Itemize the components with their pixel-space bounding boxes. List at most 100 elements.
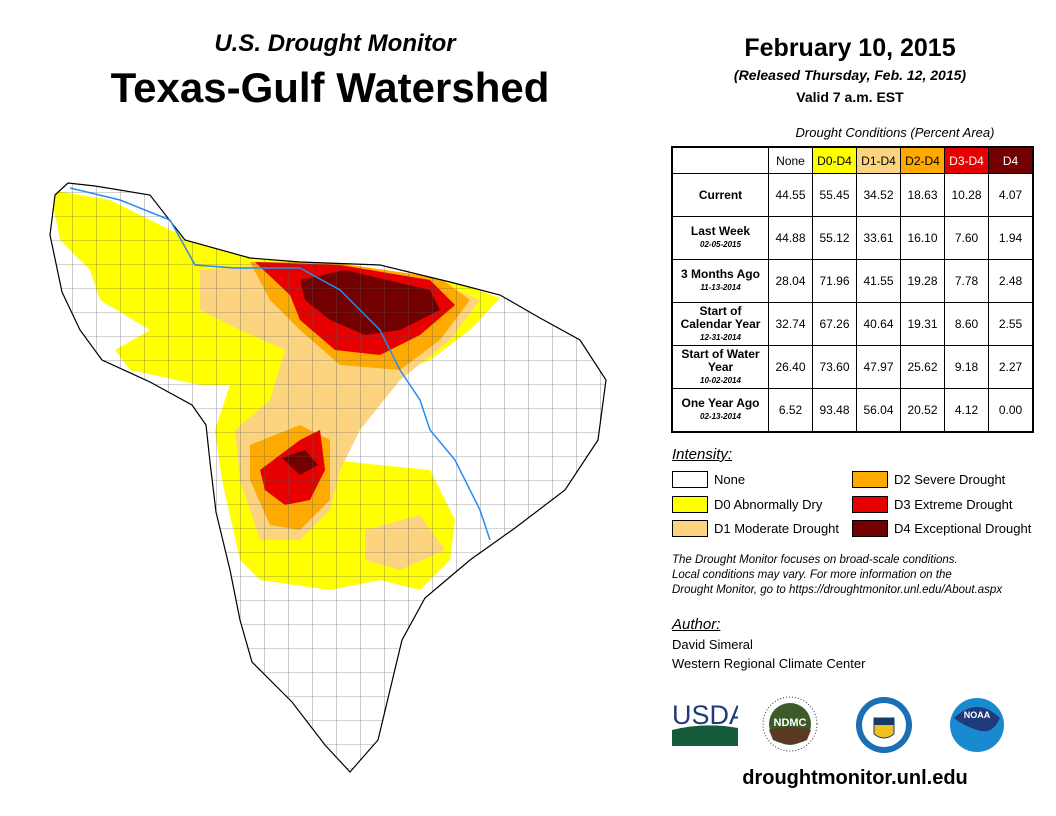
- row-label-text: 3 Months Ago: [681, 267, 760, 281]
- table-cell: 55.12: [812, 216, 857, 260]
- table-row: Last Week 02-05-2015 44.88 55.12 33.61 16.10 7…: [671, 216, 1034, 260]
- table-cell: 2.48: [988, 259, 1034, 303]
- note-line: The Drought Monitor focuses on broad-sca…: [672, 554, 958, 566]
- table-cell: 0.00: [988, 388, 1034, 433]
- legend-d0: D0 Abnormally Dry: [672, 496, 822, 513]
- release-date: (Released Thursday, Feb. 12, 2015): [733, 67, 967, 83]
- river-line: [69, 187, 491, 541]
- row-label: Start of Water Year 10-02-2014: [671, 345, 769, 389]
- table-cell: 1.94: [988, 216, 1034, 260]
- note-line: Drought Monitor, go to https://droughtmo…: [672, 584, 1003, 596]
- col-d1-d4: D1-D4: [856, 146, 901, 174]
- table-cell: 18.63: [900, 173, 945, 217]
- legend-label: D4 Exceptional Drought: [894, 521, 1032, 536]
- table-cell: 40.64: [856, 302, 901, 346]
- table-cell: 9.18: [944, 345, 989, 389]
- table-cell: 33.61: [856, 216, 901, 260]
- row-label: 3 Months Ago 11-13-2014: [671, 259, 769, 303]
- row-label: Current: [671, 173, 769, 217]
- row-date: 10-02-2014: [700, 375, 741, 385]
- col-d4: D4: [988, 146, 1034, 174]
- note-line: Local conditions may vary. For more info…: [672, 569, 952, 581]
- map-date: February 10, 2015: [744, 34, 956, 62]
- website-url[interactable]: droughtmonitor.unl.edu: [742, 767, 968, 789]
- watershed-map: [49, 182, 607, 773]
- table-cell: 4.12: [944, 388, 989, 433]
- legend-label: None: [714, 472, 746, 487]
- commerce-seal-logo: [856, 697, 912, 753]
- svg-text:USDA: USDA: [672, 700, 738, 730]
- legend-title: Intensity:: [672, 446, 733, 463]
- col-d3-d4: D3-D4: [944, 146, 989, 174]
- table-row: Start of Calendar Year 12-31-2014 32.74 67.…: [671, 302, 1034, 346]
- table-cell: 73.60: [812, 345, 857, 389]
- table-cell: 16.10: [900, 216, 945, 260]
- table-cell: 56.04: [856, 388, 901, 433]
- disclaimer-note: The Drought Monitor focuses on broad-sca…: [672, 553, 1032, 598]
- table-cell: 28.04: [768, 259, 813, 303]
- noaa-logo: NOAA: [950, 698, 1004, 752]
- drought-conditions-table: None D0-D4 D1-D4 D2-D4 D3-D4 D4 Current 4…: [671, 146, 1034, 433]
- row-date: 02-13-2014: [700, 412, 741, 421]
- table-cell: 47.97: [856, 345, 901, 389]
- row-date: 11-13-2014: [700, 283, 741, 292]
- table-cell: 19.28: [900, 259, 945, 303]
- row-label-text: One Year Ago: [681, 396, 760, 410]
- table-cell: 2.27: [988, 345, 1034, 389]
- table-row: One Year Ago 02-13-2014 6.52 93.48 56.04 20.5…: [671, 388, 1034, 433]
- legend-label: D1 Moderate Drought: [714, 521, 840, 536]
- col-d0-d4: D0-D4: [812, 146, 857, 174]
- table-cell: 7.78: [944, 259, 989, 303]
- table-cell: 41.55: [856, 259, 901, 303]
- table-cell: 67.26: [812, 302, 857, 346]
- row-date: 02-05-2015: [700, 240, 741, 249]
- legend-d3: D3 Extreme Drought: [852, 496, 1013, 513]
- row-label-text: Start of Calendar Year: [680, 303, 761, 331]
- table-cell: 25.62: [900, 345, 945, 389]
- col-none: None: [768, 146, 813, 174]
- legend-none: None: [672, 471, 745, 488]
- legend-label: D2 Severe Drought: [894, 472, 1006, 487]
- ndmc-logo: NDMC: [762, 696, 818, 752]
- table-cell: 93.48: [812, 388, 857, 433]
- legend-label: D3 Extreme Drought: [894, 497, 1013, 512]
- row-label-text: Last Week: [690, 224, 751, 238]
- svg-text:NDMC: NDMC: [774, 717, 807, 729]
- author-org: Western Regional Climate Center: [672, 656, 866, 671]
- map-title: Texas-Gulf Watershed: [110, 64, 550, 111]
- valid-time: Valid 7 a.m. EST: [796, 89, 904, 105]
- legend-d1: D1 Moderate Drought: [672, 520, 839, 537]
- table-cell: 34.52: [856, 173, 901, 217]
- legend-label: D0 Abnormally Dry: [714, 497, 823, 512]
- row-label: One Year Ago 02-13-2014: [671, 388, 769, 433]
- table-cell: 6.52: [768, 388, 813, 433]
- table-cell: 19.31: [900, 302, 945, 346]
- table-cell: 8.60: [944, 302, 989, 346]
- legend-d4: D4 Exceptional Drought: [852, 520, 1031, 537]
- table-caption: Drought Conditions (Percent Area): [795, 125, 995, 140]
- row-label-text: Current: [698, 187, 743, 202]
- table-cell: 44.55: [768, 173, 813, 217]
- svg-text:NOAA: NOAA: [964, 710, 991, 720]
- table-cell: 10.28: [944, 173, 989, 217]
- row-date: 12-31-2014: [700, 332, 741, 342]
- table-cell: 2.55: [988, 302, 1034, 346]
- author-name: David Simeral: [672, 637, 753, 652]
- table-row: Current 44.55 55.45 34.52 18.63 10.28 4.07: [671, 173, 1034, 217]
- usda-logo: USDA: [672, 700, 738, 746]
- table-cell: 7.60: [944, 216, 989, 260]
- table-cell: 20.52: [900, 388, 945, 433]
- table-cell: 44.88: [768, 216, 813, 260]
- table-row: 3 Months Ago 11-13-2014 28.04 71.96 41.55 19.…: [671, 259, 1034, 303]
- table-row: Start of Water Year 10-02-2014 26.40 73.60 4…: [671, 345, 1034, 389]
- table-cell: 4.07: [988, 173, 1034, 217]
- col-d2-d4: D2-D4: [900, 146, 945, 174]
- table-cell: 71.96: [812, 259, 857, 303]
- table-cell: 55.45: [812, 173, 857, 217]
- map-subtitle: U.S. Drought Monitor: [214, 30, 456, 57]
- legend-d2: D2 Severe Drought: [852, 471, 1005, 488]
- row-label-text: Start of Water Year: [681, 346, 760, 374]
- row-label: Last Week 02-05-2015: [671, 216, 769, 260]
- table-cell: 26.40: [768, 345, 813, 389]
